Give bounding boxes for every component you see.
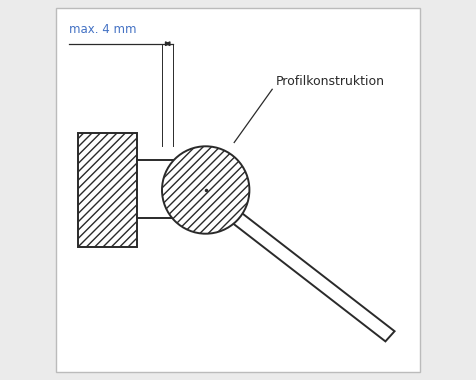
Text: Profilkonstruktion: Profilkonstruktion [276, 75, 385, 88]
Text: max. 4 mm: max. 4 mm [69, 23, 137, 36]
Bar [79, 133, 137, 247]
Circle shape [162, 146, 249, 234]
Bar [137, 160, 173, 218]
Polygon shape [230, 211, 395, 341]
